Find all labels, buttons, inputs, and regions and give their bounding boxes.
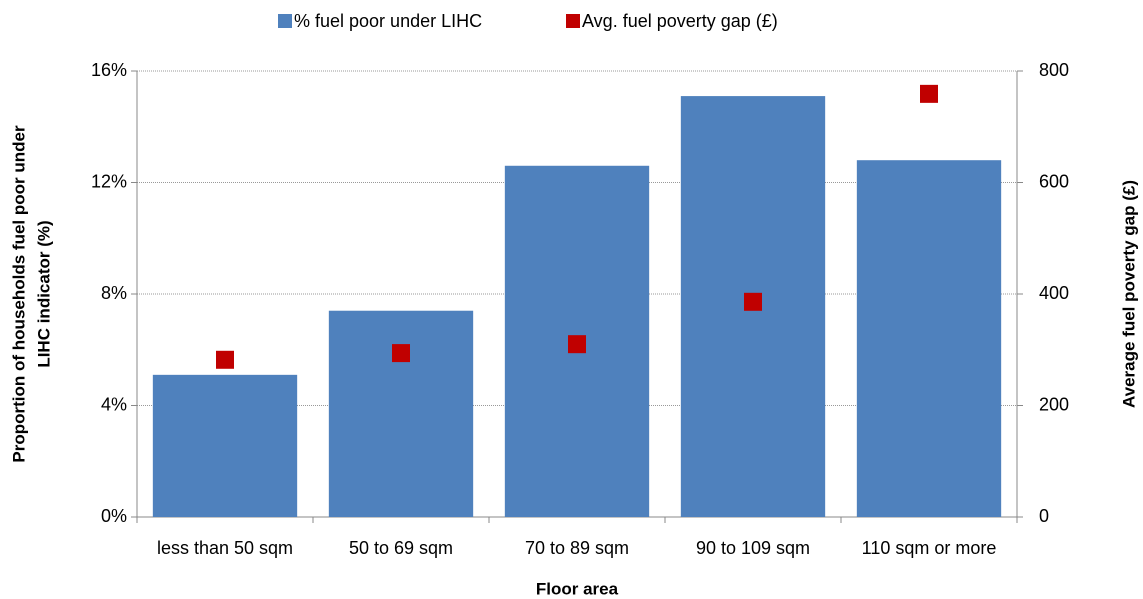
x-tick-label: 110 sqm or more	[862, 538, 997, 558]
legend-swatch	[566, 14, 580, 28]
y-tick-label: 0%	[101, 506, 127, 526]
bar	[152, 374, 298, 517]
legend-label: % fuel poor under LIHC	[294, 11, 482, 31]
y-tick-label: 8%	[101, 283, 127, 303]
y2-tick-label: 800	[1039, 60, 1069, 80]
legend-label: Avg. fuel poverty gap (£)	[582, 11, 778, 31]
y-axis-title: LIHC indicator (%)	[34, 220, 53, 367]
y2-axis-title: Average fuel poverty gap (£)	[1119, 180, 1138, 408]
y2-tick-label: 0	[1039, 506, 1049, 526]
y-tick-label: 16%	[91, 60, 127, 80]
marker	[568, 335, 586, 354]
legend-swatch	[278, 14, 292, 28]
y-axis-title: Proportion of households fuel poor under	[9, 125, 28, 463]
x-tick-label: 70 to 89 sqm	[525, 538, 629, 558]
y2-tick-label: 600	[1039, 171, 1069, 191]
marker	[920, 84, 938, 103]
y-tick-label: 4%	[101, 394, 127, 414]
bar	[856, 160, 1002, 517]
bar	[328, 310, 474, 517]
marker	[392, 344, 410, 363]
y2-tick-label: 200	[1039, 394, 1069, 414]
x-tick-label: 50 to 69 sqm	[349, 538, 453, 558]
x-tick-label: 90 to 109 sqm	[696, 538, 810, 558]
x-tick-label: less than 50 sqm	[157, 538, 293, 558]
x-axis-title: Floor area	[536, 579, 619, 598]
y2-tick-label: 400	[1039, 283, 1069, 303]
marker	[744, 292, 762, 311]
marker	[216, 350, 234, 369]
y-tick-label: 12%	[91, 171, 127, 191]
